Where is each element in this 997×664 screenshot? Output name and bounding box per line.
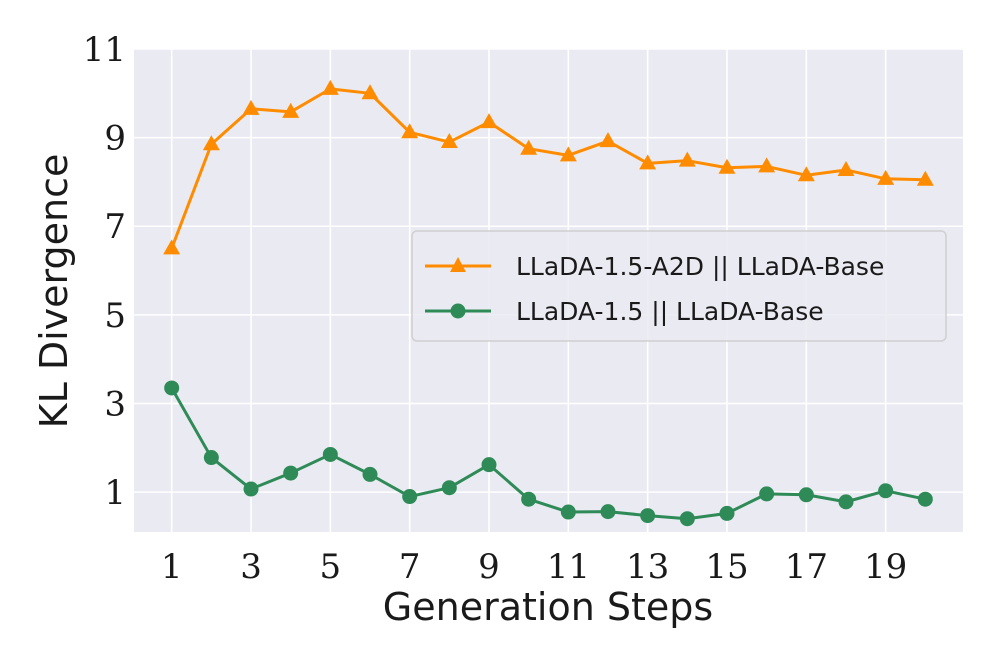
x-axis-ticks: 1 3 5 7 9 11 13 15 17 19 [161, 547, 907, 587]
x-tick-label: 7 [399, 547, 421, 587]
data-point [797, 166, 815, 182]
data-point [283, 465, 299, 481]
data-point [718, 158, 736, 174]
data-point [599, 132, 617, 148]
y-tick-label: 5 [104, 296, 126, 336]
y-tick-label: 9 [104, 119, 126, 159]
data-point [362, 466, 378, 482]
y-tick-label: 3 [104, 384, 126, 424]
data-point [559, 146, 577, 162]
y-tick-label: 1 [104, 473, 126, 513]
legend-marker-circle-icon [450, 303, 466, 319]
data-point [480, 113, 498, 129]
data-point [440, 133, 458, 149]
x-tick-label: 9 [478, 547, 500, 587]
data-point [520, 139, 538, 155]
data-point [679, 511, 695, 527]
series-0 [163, 79, 934, 255]
data-point [837, 160, 855, 176]
x-tick-label: 19 [864, 547, 907, 587]
series-layer [163, 79, 934, 527]
data-point [481, 457, 497, 473]
x-tick-label: 5 [320, 547, 342, 587]
x-tick-label: 1 [161, 547, 183, 587]
data-point [639, 154, 657, 170]
x-tick-label: 3 [240, 547, 262, 587]
legend-label-base: LLaDA-1.5 || LLaDA-Base [516, 297, 824, 326]
data-point [878, 483, 894, 499]
y-tick-label: 7 [104, 207, 126, 247]
y-axis-ticks: 1 3 5 7 9 11 [83, 30, 126, 513]
data-point [164, 380, 180, 396]
data-point [917, 491, 933, 507]
data-point [758, 157, 776, 173]
legend-label-a2d: LLaDA-1.5-A2D || LLaDA-Base [516, 252, 884, 281]
data-point [321, 79, 339, 95]
x-tick-label: 13 [626, 547, 669, 587]
legend-marker-triangle-icon [450, 257, 466, 272]
data-point [441, 480, 457, 496]
x-axis-label: Generation Steps [383, 585, 713, 629]
data-point [242, 99, 260, 115]
data-point [521, 491, 537, 507]
y-tick-label: 11 [83, 30, 126, 70]
x-tick-label: 15 [705, 547, 748, 587]
data-point [798, 487, 814, 503]
data-point [600, 504, 616, 520]
data-point [719, 505, 735, 521]
data-point [163, 239, 181, 255]
data-point [202, 135, 220, 151]
data-point [282, 102, 300, 118]
data-point [560, 504, 576, 520]
data-point [322, 446, 338, 462]
data-point [243, 481, 259, 497]
data-point [640, 508, 656, 524]
data-point [877, 169, 895, 185]
series-1 [164, 380, 933, 527]
y-axis-label: KL Divergence [32, 154, 76, 429]
data-point [916, 170, 934, 186]
x-tick-label: 11 [547, 547, 590, 587]
x-tick-label: 17 [785, 547, 828, 587]
data-point [678, 151, 696, 167]
data-point [759, 486, 775, 502]
data-point [361, 84, 379, 100]
data-point [401, 123, 419, 139]
data-point [838, 494, 854, 510]
data-point [402, 489, 418, 505]
legend: LLaDA-1.5-A2D || LLaDA-Base LLaDA-1.5 ||… [411, 230, 947, 342]
legend-box [411, 230, 947, 342]
series-line [170, 87, 926, 249]
data-point [203, 450, 219, 466]
